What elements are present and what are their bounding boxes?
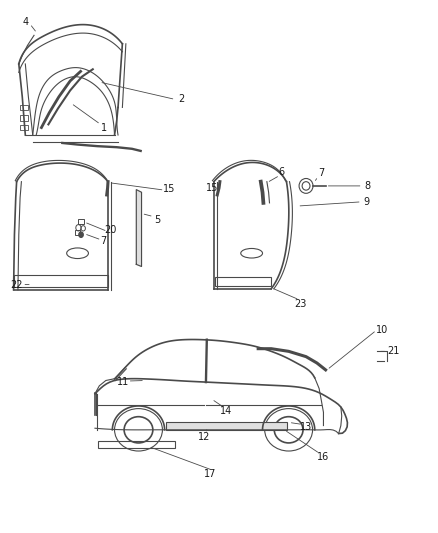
Text: 15: 15	[163, 184, 175, 194]
Bar	[14, 275, 108, 287]
Text: 9: 9	[363, 197, 369, 207]
Text: 22: 22	[11, 279, 23, 289]
Polygon shape	[136, 190, 141, 266]
Text: 14: 14	[220, 406, 232, 416]
Text: 17: 17	[204, 470, 216, 479]
Text: 16: 16	[317, 453, 329, 463]
Text: 21: 21	[387, 346, 399, 357]
Text: 11: 11	[117, 377, 129, 387]
Bar	[20, 125, 28, 130]
Bar	[75, 230, 80, 235]
Text: 7: 7	[318, 168, 325, 178]
Text: 7: 7	[100, 236, 106, 246]
Text: 5: 5	[154, 215, 160, 225]
Text: 23: 23	[295, 298, 307, 309]
Text: 13: 13	[300, 422, 312, 432]
Text: 2: 2	[178, 94, 184, 104]
Text: 20: 20	[104, 225, 117, 236]
Text: 4: 4	[22, 17, 28, 27]
Bar	[20, 105, 28, 110]
Bar	[20, 115, 28, 120]
Bar	[166, 422, 287, 430]
Text: 1: 1	[101, 123, 107, 133]
Text: 8: 8	[364, 181, 370, 191]
Text: 15: 15	[206, 183, 219, 193]
Text: 12: 12	[198, 432, 210, 442]
Bar	[98, 441, 176, 448]
Bar	[215, 277, 271, 286]
Text: 10: 10	[376, 325, 389, 335]
Bar	[78, 219, 84, 224]
Circle shape	[79, 232, 83, 237]
Text: 6: 6	[278, 167, 284, 177]
